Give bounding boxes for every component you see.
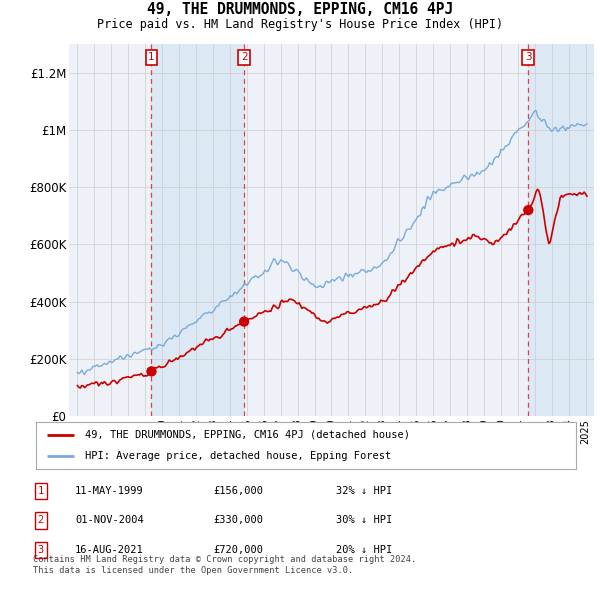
Text: 20% ↓ HPI: 20% ↓ HPI	[336, 545, 392, 555]
Text: £156,000: £156,000	[213, 486, 263, 496]
Point	[146, 366, 156, 376]
Text: HPI: Average price, detached house, Epping Forest: HPI: Average price, detached house, Eppi…	[85, 451, 391, 461]
Text: 1: 1	[38, 486, 44, 496]
Text: 3: 3	[525, 52, 532, 62]
Text: 49, THE DRUMMONDS, EPPING, CM16 4PJ: 49, THE DRUMMONDS, EPPING, CM16 4PJ	[147, 2, 453, 17]
Text: Price paid vs. HM Land Registry's House Price Index (HPI): Price paid vs. HM Land Registry's House …	[97, 18, 503, 31]
Text: 2: 2	[241, 52, 247, 62]
Point	[239, 317, 249, 326]
Text: £330,000: £330,000	[213, 516, 263, 525]
Text: 1: 1	[148, 52, 155, 62]
Text: Contains HM Land Registry data © Crown copyright and database right 2024.
This d: Contains HM Land Registry data © Crown c…	[33, 555, 416, 575]
Text: 3: 3	[38, 545, 44, 555]
Point	[523, 205, 533, 215]
Text: 11-MAY-1999: 11-MAY-1999	[75, 486, 144, 496]
Text: 32% ↓ HPI: 32% ↓ HPI	[336, 486, 392, 496]
Bar	[528, 44, 594, 416]
Text: 16-AUG-2021: 16-AUG-2021	[75, 545, 144, 555]
Bar	[151, 44, 244, 416]
Text: 49, THE DRUMMONDS, EPPING, CM16 4PJ (detached house): 49, THE DRUMMONDS, EPPING, CM16 4PJ (det…	[85, 430, 410, 440]
Text: 01-NOV-2004: 01-NOV-2004	[75, 516, 144, 525]
Bar	[584, 44, 594, 416]
Text: £720,000: £720,000	[213, 545, 263, 555]
Text: 30% ↓ HPI: 30% ↓ HPI	[336, 516, 392, 525]
Text: 2: 2	[38, 516, 44, 525]
